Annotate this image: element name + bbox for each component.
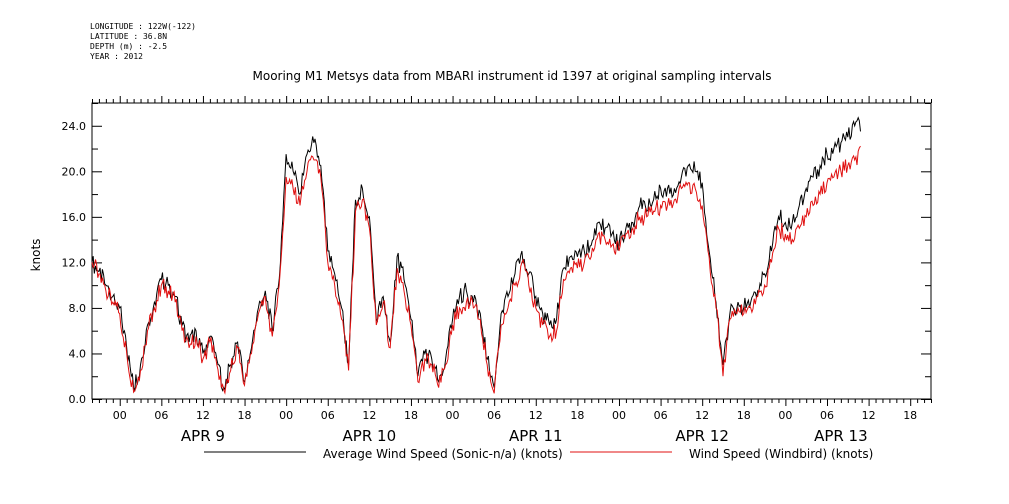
series-line-average-wind-speed [91, 116, 861, 392]
x-tick-label: 06 [154, 409, 168, 422]
year-text: YEAR : 2012 [90, 52, 143, 61]
x-tick-label: 12 [529, 409, 543, 422]
depth-text: DEPTH (m) : -2.5 [90, 42, 168, 51]
y-tick-label: 20.0 [62, 165, 87, 178]
x-tick-label: 00 [113, 409, 127, 422]
longitude-text: LONGITUDE : 122W(-122) [90, 22, 196, 31]
legend-label-average-wind-speed: Average Wind Speed (Sonic-n/a) (knots) [323, 447, 563, 461]
x-day-label: APR 11 [509, 427, 563, 445]
x-day-label: APR 12 [675, 427, 729, 445]
x-tick-label: 18 [737, 409, 751, 422]
y-axis-label: knots [29, 239, 43, 272]
x-tick-label: 18 [404, 409, 418, 422]
x-day-label: APR 13 [814, 427, 868, 445]
x-tick-label: 00 [612, 409, 626, 422]
y-tick-label: 0.0 [69, 393, 87, 406]
x-day-label: APR 9 [181, 427, 225, 445]
y-tick-label: 24.0 [62, 120, 87, 133]
x-tick-label: 06 [654, 409, 668, 422]
plot-frame [91, 102, 932, 400]
y-tick-label: 12.0 [62, 256, 87, 269]
x-tick-label: 18 [903, 409, 917, 422]
y-tick-label: 8.0 [69, 302, 87, 315]
y-tick-label: 4.0 [69, 347, 87, 360]
legend-label-windbird: Wind Speed (Windbird) (knots) [689, 447, 873, 461]
x-tick-label: 06 [321, 409, 335, 422]
x-tick-label: 12 [862, 409, 876, 422]
series-line-windbird-wind-speed [91, 145, 861, 395]
x-tick-label: 00 [279, 409, 293, 422]
x-day-label: APR 10 [343, 427, 397, 445]
x-tick-label: 12 [695, 409, 709, 422]
y-tick-label: 16.0 [62, 211, 87, 224]
x-tick-label: 18 [570, 409, 584, 422]
x-tick-label: 00 [778, 409, 792, 422]
x-tick-label: 12 [196, 409, 210, 422]
x-tick-label: 06 [820, 409, 834, 422]
latitude-text: LATITUDE : 36.8N [90, 32, 168, 41]
x-tick-label: 00 [446, 409, 460, 422]
x-tick-label: 06 [487, 409, 501, 422]
x-tick-label: 18 [238, 409, 252, 422]
mooring-metadata: LONGITUDE : 122W(-122) LATITUDE : 36.8N … [90, 22, 196, 62]
legend: Average Wind Speed (Sonic-n/a) (knots) W… [204, 447, 873, 461]
x-tick-label: 12 [362, 409, 376, 422]
chart-title: Mooring M1 Metsys data from MBARI instru… [253, 69, 772, 83]
